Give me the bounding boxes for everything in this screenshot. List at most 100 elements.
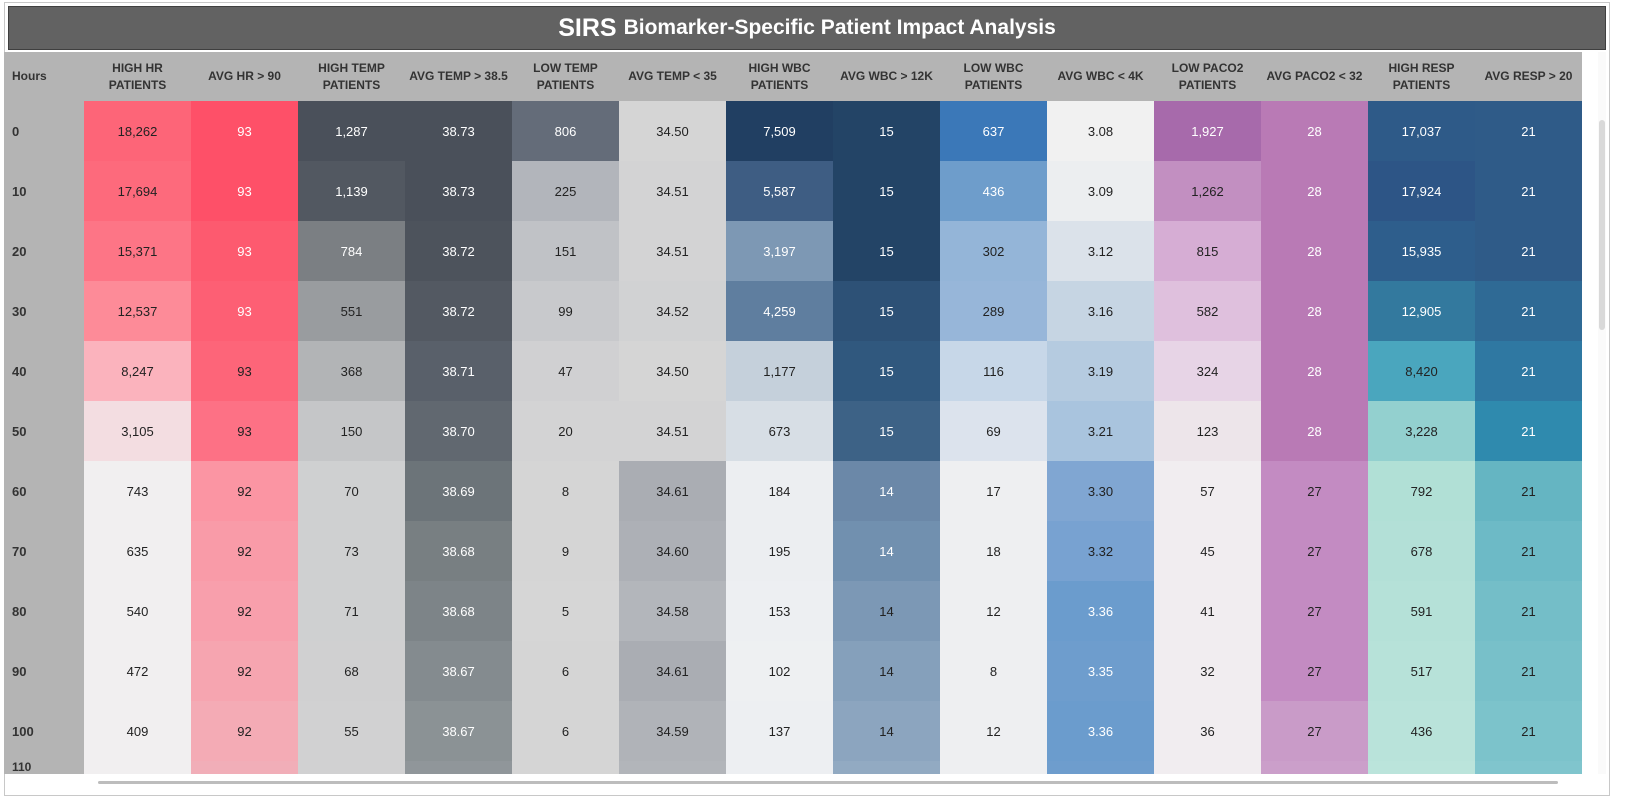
heatmap-cell-avg-hr[interactable]: 92 — [191, 521, 298, 581]
heatmap-cell-avg-wbc-lo[interactable]: 3.12 — [1047, 221, 1154, 281]
heatmap-cell-avg-wbc-lo[interactable]: 3.09 — [1047, 161, 1154, 221]
heatmap-cell-high-hr[interactable]: 18,262 — [84, 101, 191, 161]
heatmap-cell-avg-temp-lo[interactable]: 34.51 — [619, 161, 726, 221]
heatmap-cell-high-wbc[interactable]: 4,259 — [726, 281, 833, 341]
heatmap-cell-high-hr[interactable]: 12,537 — [84, 281, 191, 341]
heatmap-cell-high-wbc[interactable]: 153 — [726, 581, 833, 641]
heatmap-cell-avg-temp-hi[interactable]: 38.72 — [405, 221, 512, 281]
heatmap-cell-partial[interactable] — [940, 761, 1047, 774]
heatmap-cell-avg-paco2[interactable]: 27 — [1261, 641, 1368, 701]
heatmap-cell-avg-paco2[interactable]: 28 — [1261, 281, 1368, 341]
vertical-scrollbar-thumb[interactable] — [1599, 120, 1605, 330]
heatmap-cell-avg-temp-hi[interactable]: 38.72 — [405, 281, 512, 341]
heatmap-cell-avg-wbc-hi[interactable]: 14 — [833, 521, 940, 581]
heatmap-cell-low-temp[interactable]: 20 — [512, 401, 619, 461]
heatmap-cell-high-resp[interactable]: 591 — [1368, 581, 1475, 641]
heatmap-cell-high-temp[interactable]: 784 — [298, 221, 405, 281]
heatmap-cell-avg-wbc-hi[interactable]: 15 — [833, 341, 940, 401]
heatmap-cell-low-paco2[interactable]: 45 — [1154, 521, 1261, 581]
heatmap-cell-low-wbc[interactable]: 12 — [940, 701, 1047, 761]
heatmap-cell-avg-temp-lo[interactable]: 34.58 — [619, 581, 726, 641]
heatmap-cell-high-resp[interactable]: 12,905 — [1368, 281, 1475, 341]
heatmap-cell-avg-temp-hi[interactable]: 38.69 — [405, 461, 512, 521]
heatmap-cell-avg-paco2[interactable]: 27 — [1261, 521, 1368, 581]
heatmap-cell-avg-temp-lo[interactable]: 34.50 — [619, 341, 726, 401]
heatmap-cell-low-paco2[interactable]: 41 — [1154, 581, 1261, 641]
heatmap-cell-partial[interactable] — [298, 761, 405, 774]
column-header-avg-paco2[interactable]: AVG PACO2 < 32 — [1266, 69, 1363, 83]
heatmap-cell-high-wbc[interactable]: 102 — [726, 641, 833, 701]
heatmap-cell-high-resp[interactable]: 8,420 — [1368, 341, 1475, 401]
heatmap-cell-partial[interactable] — [833, 761, 940, 774]
heatmap-cell-high-hr[interactable]: 3,105 — [84, 401, 191, 461]
heatmap-cell-high-temp[interactable]: 1,139 — [298, 161, 405, 221]
heatmap-cell-avg-paco2[interactable]: 27 — [1261, 581, 1368, 641]
heatmap-cell-low-paco2[interactable]: 36 — [1154, 701, 1261, 761]
heatmap-cell-partial[interactable] — [1475, 761, 1582, 774]
heatmap-cell-avg-resp[interactable]: 21 — [1475, 581, 1582, 641]
heatmap-cell-avg-wbc-hi[interactable]: 15 — [833, 281, 940, 341]
column-header-high-temp[interactable]: HIGH TEMP PATIENTS — [318, 60, 385, 92]
heatmap-cell-avg-wbc-lo[interactable]: 3.35 — [1047, 641, 1154, 701]
heatmap-cell-high-hr[interactable]: 8,247 — [84, 341, 191, 401]
heatmap-cell-low-paco2[interactable]: 1,262 — [1154, 161, 1261, 221]
heatmap-cell-low-paco2[interactable]: 815 — [1154, 221, 1261, 281]
heatmap-cell-avg-resp[interactable]: 21 — [1475, 461, 1582, 521]
column-header-avg-wbc-hi[interactable]: AVG WBC > 12K — [840, 69, 933, 83]
heatmap-cell-avg-wbc-lo[interactable]: 3.32 — [1047, 521, 1154, 581]
heatmap-cell-avg-temp-hi[interactable]: 38.68 — [405, 521, 512, 581]
heatmap-cell-high-hr[interactable]: 15,371 — [84, 221, 191, 281]
heatmap-cell-high-temp[interactable]: 68 — [298, 641, 405, 701]
heatmap-cell-high-wbc[interactable]: 195 — [726, 521, 833, 581]
heatmap-cell-avg-resp[interactable]: 21 — [1475, 221, 1582, 281]
heatmap-cell-avg-temp-hi[interactable]: 38.67 — [405, 641, 512, 701]
heatmap-cell-low-wbc[interactable]: 302 — [940, 221, 1047, 281]
column-header-avg-wbc-lo[interactable]: AVG WBC < 4K — [1057, 69, 1144, 83]
heatmap-cell-high-temp[interactable]: 70 — [298, 461, 405, 521]
heatmap-cell-high-wbc[interactable]: 184 — [726, 461, 833, 521]
heatmap-cell-avg-resp[interactable]: 21 — [1475, 281, 1582, 341]
heatmap-cell-low-temp[interactable]: 8 — [512, 461, 619, 521]
heatmap-cell-avg-paco2[interactable]: 27 — [1261, 461, 1368, 521]
heatmap-cell-high-hr[interactable]: 635 — [84, 521, 191, 581]
heatmap-cell-high-wbc[interactable]: 137 — [726, 701, 833, 761]
heatmap-cell-high-wbc[interactable]: 1,177 — [726, 341, 833, 401]
heatmap-cell-low-temp[interactable]: 99 — [512, 281, 619, 341]
heatmap-cell-avg-hr[interactable]: 93 — [191, 161, 298, 221]
heatmap-cell-avg-hr[interactable]: 93 — [191, 101, 298, 161]
heatmap-cell-avg-wbc-hi[interactable]: 15 — [833, 401, 940, 461]
heatmap-cell-partial[interactable] — [512, 761, 619, 774]
heatmap-cell-partial[interactable] — [726, 761, 833, 774]
heatmap-cell-low-wbc[interactable]: 436 — [940, 161, 1047, 221]
heatmap-cell-low-temp[interactable]: 6 — [512, 701, 619, 761]
heatmap-cell-high-temp[interactable]: 73 — [298, 521, 405, 581]
heatmap-cell-avg-wbc-lo[interactable]: 3.21 — [1047, 401, 1154, 461]
heatmap-cell-avg-temp-lo[interactable]: 34.59 — [619, 701, 726, 761]
heatmap-cell-high-hr[interactable]: 17,694 — [84, 161, 191, 221]
heatmap-cell-low-paco2[interactable]: 32 — [1154, 641, 1261, 701]
heatmap-cell-high-resp[interactable]: 436 — [1368, 701, 1475, 761]
heatmap-cell-high-resp[interactable]: 517 — [1368, 641, 1475, 701]
heatmap-cell-avg-wbc-hi[interactable]: 15 — [833, 161, 940, 221]
heatmap-cell-avg-wbc-lo[interactable]: 3.16 — [1047, 281, 1154, 341]
heatmap-cell-avg-hr[interactable]: 93 — [191, 341, 298, 401]
heatmap-cell-avg-wbc-hi[interactable]: 14 — [833, 581, 940, 641]
heatmap-cell-avg-hr[interactable]: 93 — [191, 221, 298, 281]
heatmap-cell-low-wbc[interactable]: 69 — [940, 401, 1047, 461]
heatmap-cell-low-temp[interactable]: 225 — [512, 161, 619, 221]
heatmap-cell-high-wbc[interactable]: 7,509 — [726, 101, 833, 161]
heatmap-cell-low-temp[interactable]: 9 — [512, 521, 619, 581]
heatmap-cell-avg-resp[interactable]: 21 — [1475, 401, 1582, 461]
heatmap-cell-avg-wbc-lo[interactable]: 3.36 — [1047, 581, 1154, 641]
heatmap-cell-high-resp[interactable]: 17,924 — [1368, 161, 1475, 221]
column-header-high-resp[interactable]: HIGH RESP PATIENTS — [1388, 60, 1455, 92]
heatmap-cell-avg-temp-hi[interactable]: 38.67 — [405, 701, 512, 761]
heatmap-cell-high-hr[interactable]: 472 — [84, 641, 191, 701]
heatmap-cell-low-temp[interactable]: 806 — [512, 101, 619, 161]
heatmap-cell-avg-resp[interactable]: 21 — [1475, 641, 1582, 701]
heatmap-cell-high-hr[interactable]: 540 — [84, 581, 191, 641]
heatmap-cell-low-paco2[interactable]: 582 — [1154, 281, 1261, 341]
heatmap-cell-partial[interactable] — [1154, 761, 1261, 774]
heatmap-cell-high-temp[interactable]: 551 — [298, 281, 405, 341]
heatmap-cell-low-paco2[interactable]: 324 — [1154, 341, 1261, 401]
